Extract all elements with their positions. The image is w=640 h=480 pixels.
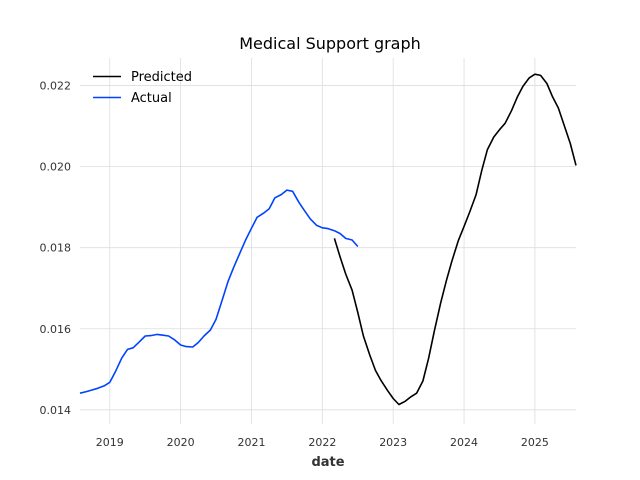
series-lines	[79, 73, 577, 406]
x-tick-label: 2024	[450, 436, 478, 449]
y-axis-ticks: 0.014 0.016 0.018 0.020 0.022	[40, 80, 72, 417]
x-tick-label: 2019	[96, 436, 124, 449]
chart-title: Medical Support graph	[239, 34, 421, 53]
series-line-predicted	[333, 73, 577, 406]
x-tick-label: 2021	[237, 436, 265, 449]
y-tick-label: 0.016	[40, 323, 72, 336]
x-tick-label: 2022	[308, 436, 336, 449]
x-tick-label: 2020	[167, 436, 195, 449]
grid-lines	[80, 58, 576, 424]
legend-label-predicted: Predicted	[131, 70, 192, 85]
x-axis-ticks: 2019 2020 2021 2022 2023 2024 2025	[96, 436, 549, 449]
x-tick-label: 2025	[521, 436, 549, 449]
y-tick-label: 0.020	[40, 161, 72, 174]
x-tick-label: 2023	[379, 436, 407, 449]
x-axis-label: date	[311, 455, 344, 470]
legend: Predicted Actual	[93, 70, 192, 106]
series-line-actual	[79, 189, 359, 394]
y-tick-label: 0.022	[40, 80, 72, 93]
y-tick-label: 0.014	[40, 404, 72, 417]
y-tick-label: 0.018	[40, 242, 72, 255]
legend-label-actual: Actual	[131, 91, 172, 106]
